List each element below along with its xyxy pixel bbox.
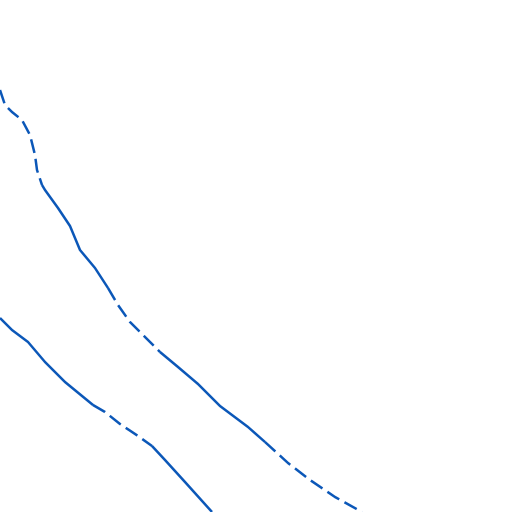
boundary-line xyxy=(106,287,161,353)
boundary-line xyxy=(151,445,213,512)
boundary-line xyxy=(0,317,94,406)
boundary-line xyxy=(264,441,363,512)
boundary-line xyxy=(0,89,44,186)
boundary-line xyxy=(92,403,153,448)
boundary-line xyxy=(159,351,266,443)
boundary-line xyxy=(40,184,110,289)
